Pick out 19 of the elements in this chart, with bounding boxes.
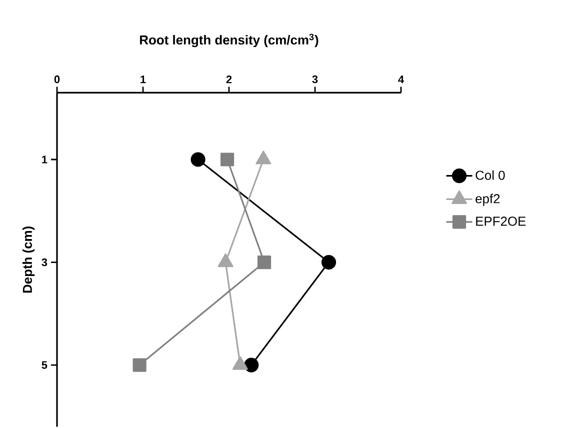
x-tick-label: 4 [398,76,404,84]
point [321,254,336,270]
y-axis-title: Depth (cm) [22,226,35,293]
x-tick-label: 3 [312,75,318,84]
x-tick-label: 0 [54,75,60,84]
y-tick-label: 3 [42,258,48,266]
point [257,255,272,270]
point [132,358,146,372]
x-tick-label: 2 [226,76,232,84]
point [244,358,259,372]
point [220,152,234,166]
y-tick-label: 1 [42,156,48,164]
x-axis-title: Root length density (cm/cm$^{3}$) [140,34,318,48]
legend-label: EPF2OE [476,216,526,226]
legend-label: Col 0 [476,170,505,180]
x-tick-label: 1 [140,76,146,84]
point [190,152,206,167]
y-tick-label: 5 [42,361,48,369]
legend-label: epf2 [476,194,500,206]
